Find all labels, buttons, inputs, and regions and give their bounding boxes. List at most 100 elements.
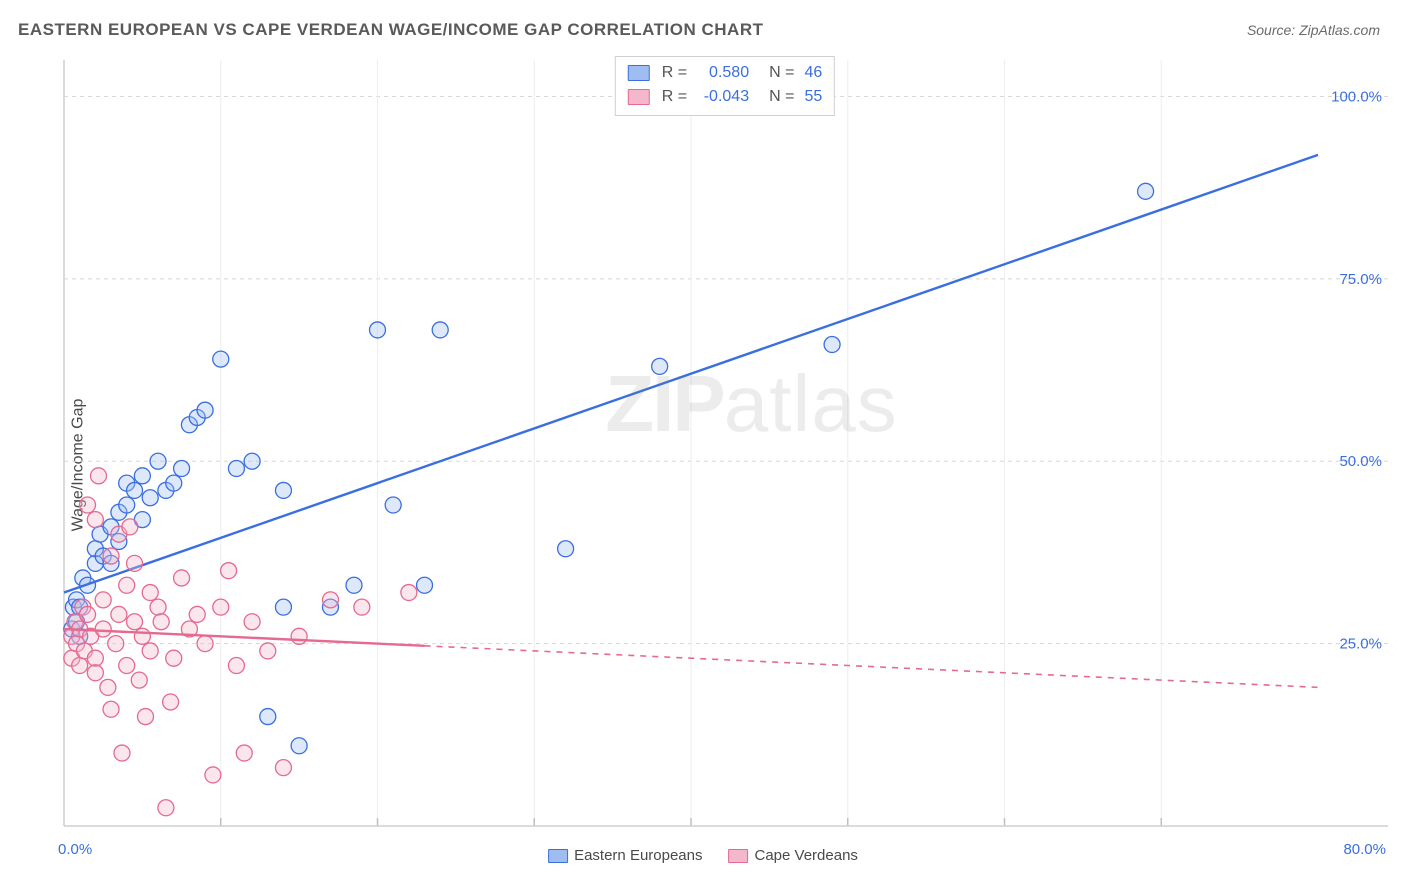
legend-swatch	[628, 89, 650, 105]
data-point	[174, 461, 190, 477]
n-value: 55	[804, 85, 822, 109]
data-point	[100, 679, 116, 695]
data-point	[80, 497, 96, 513]
data-point	[80, 606, 96, 622]
y-tick-label: 75.0%	[1339, 271, 1382, 288]
data-point	[108, 636, 124, 652]
data-point	[163, 694, 179, 710]
data-point	[119, 497, 135, 513]
data-point	[652, 358, 668, 374]
plot-region: 25.0%50.0%75.0%100.0% ZIPatlas R =0.580N…	[62, 56, 1388, 830]
data-point	[95, 621, 111, 637]
data-point	[197, 402, 213, 418]
correlation-legend: R =0.580 N = 46 R =-0.043 N = 55	[615, 56, 835, 116]
data-point	[205, 767, 221, 783]
data-point	[385, 497, 401, 513]
data-point	[142, 490, 158, 506]
series-legend: Eastern Europeans Cape Verdeans	[548, 847, 858, 864]
data-point	[166, 475, 182, 491]
data-point	[131, 672, 147, 688]
data-point	[213, 351, 229, 367]
data-point	[1138, 183, 1154, 199]
data-point	[87, 665, 103, 681]
correlation-row: R =-0.043 N = 55	[628, 85, 822, 109]
y-tick-label: 25.0%	[1339, 636, 1382, 653]
data-point	[134, 468, 150, 484]
data-point	[228, 461, 244, 477]
x-tick-label-max: 80.0%	[1343, 841, 1386, 858]
data-point	[275, 482, 291, 498]
source-value: ZipAtlas.com	[1299, 22, 1380, 38]
data-point	[260, 643, 276, 659]
data-point	[432, 322, 448, 338]
data-point	[401, 585, 417, 601]
legend-item: Cape Verdeans	[729, 847, 858, 864]
chart-area: Wage/Income Gap 25.0%50.0%75.0%100.0% ZI…	[18, 56, 1388, 874]
r-value: -0.043	[693, 85, 749, 109]
data-point	[558, 541, 574, 557]
data-point	[275, 760, 291, 776]
data-point	[150, 453, 166, 469]
data-point	[138, 709, 154, 725]
source-attribution: Source: ZipAtlas.com	[1247, 22, 1380, 38]
data-point	[291, 628, 307, 644]
data-point	[127, 614, 143, 630]
data-point	[127, 482, 143, 498]
y-tick-label: 100.0%	[1331, 88, 1382, 105]
data-point	[197, 636, 213, 652]
data-point	[346, 577, 362, 593]
n-value: 46	[804, 61, 822, 85]
data-point	[90, 468, 106, 484]
x-tick-label-min: 0.0%	[58, 841, 92, 858]
data-point	[236, 745, 252, 761]
data-point	[103, 701, 119, 717]
data-point	[189, 606, 205, 622]
data-point	[244, 453, 260, 469]
data-point	[122, 519, 138, 535]
n-label: N =	[769, 61, 794, 85]
data-point	[153, 614, 169, 630]
data-point	[87, 512, 103, 528]
data-point	[119, 577, 135, 593]
data-point	[166, 650, 182, 666]
header: EASTERN EUROPEAN VS CAPE VERDEAN WAGE/IN…	[18, 20, 1388, 48]
data-point	[142, 643, 158, 659]
legend-label: Cape Verdeans	[755, 847, 858, 864]
data-point	[174, 570, 190, 586]
data-point	[72, 658, 88, 674]
data-point	[322, 592, 338, 608]
data-point	[260, 709, 276, 725]
data-point	[213, 599, 229, 615]
data-point	[142, 585, 158, 601]
data-point	[244, 614, 260, 630]
legend-item: Eastern Europeans	[548, 847, 702, 864]
data-point	[150, 599, 166, 615]
data-point	[824, 337, 840, 353]
n-label: N =	[769, 85, 794, 109]
scatter-plot-svg: 25.0% 50.0% 75.0% 100.0%	[62, 56, 1388, 830]
data-point	[114, 745, 130, 761]
trend-line-extrapolated	[425, 646, 1318, 688]
legend-swatch	[729, 849, 749, 863]
r-label: R =	[662, 61, 687, 85]
data-point	[370, 322, 386, 338]
data-point	[417, 577, 433, 593]
chart-title: EASTERN EUROPEAN VS CAPE VERDEAN WAGE/IN…	[18, 20, 1388, 40]
data-point	[228, 658, 244, 674]
data-point	[127, 555, 143, 571]
data-point	[275, 599, 291, 615]
r-value: 0.580	[693, 61, 749, 85]
correlation-row: R =0.580 N = 46	[628, 61, 822, 85]
data-point	[354, 599, 370, 615]
data-point	[95, 592, 111, 608]
data-point	[87, 650, 103, 666]
legend-swatch	[548, 849, 568, 863]
legend-label: Eastern Europeans	[574, 847, 702, 864]
source-label: Source:	[1247, 22, 1295, 38]
data-point	[103, 548, 119, 564]
r-label: R =	[662, 85, 687, 109]
data-point	[134, 628, 150, 644]
data-point	[291, 738, 307, 754]
legend-swatch	[628, 65, 650, 81]
y-tick-label: 50.0%	[1339, 453, 1382, 470]
